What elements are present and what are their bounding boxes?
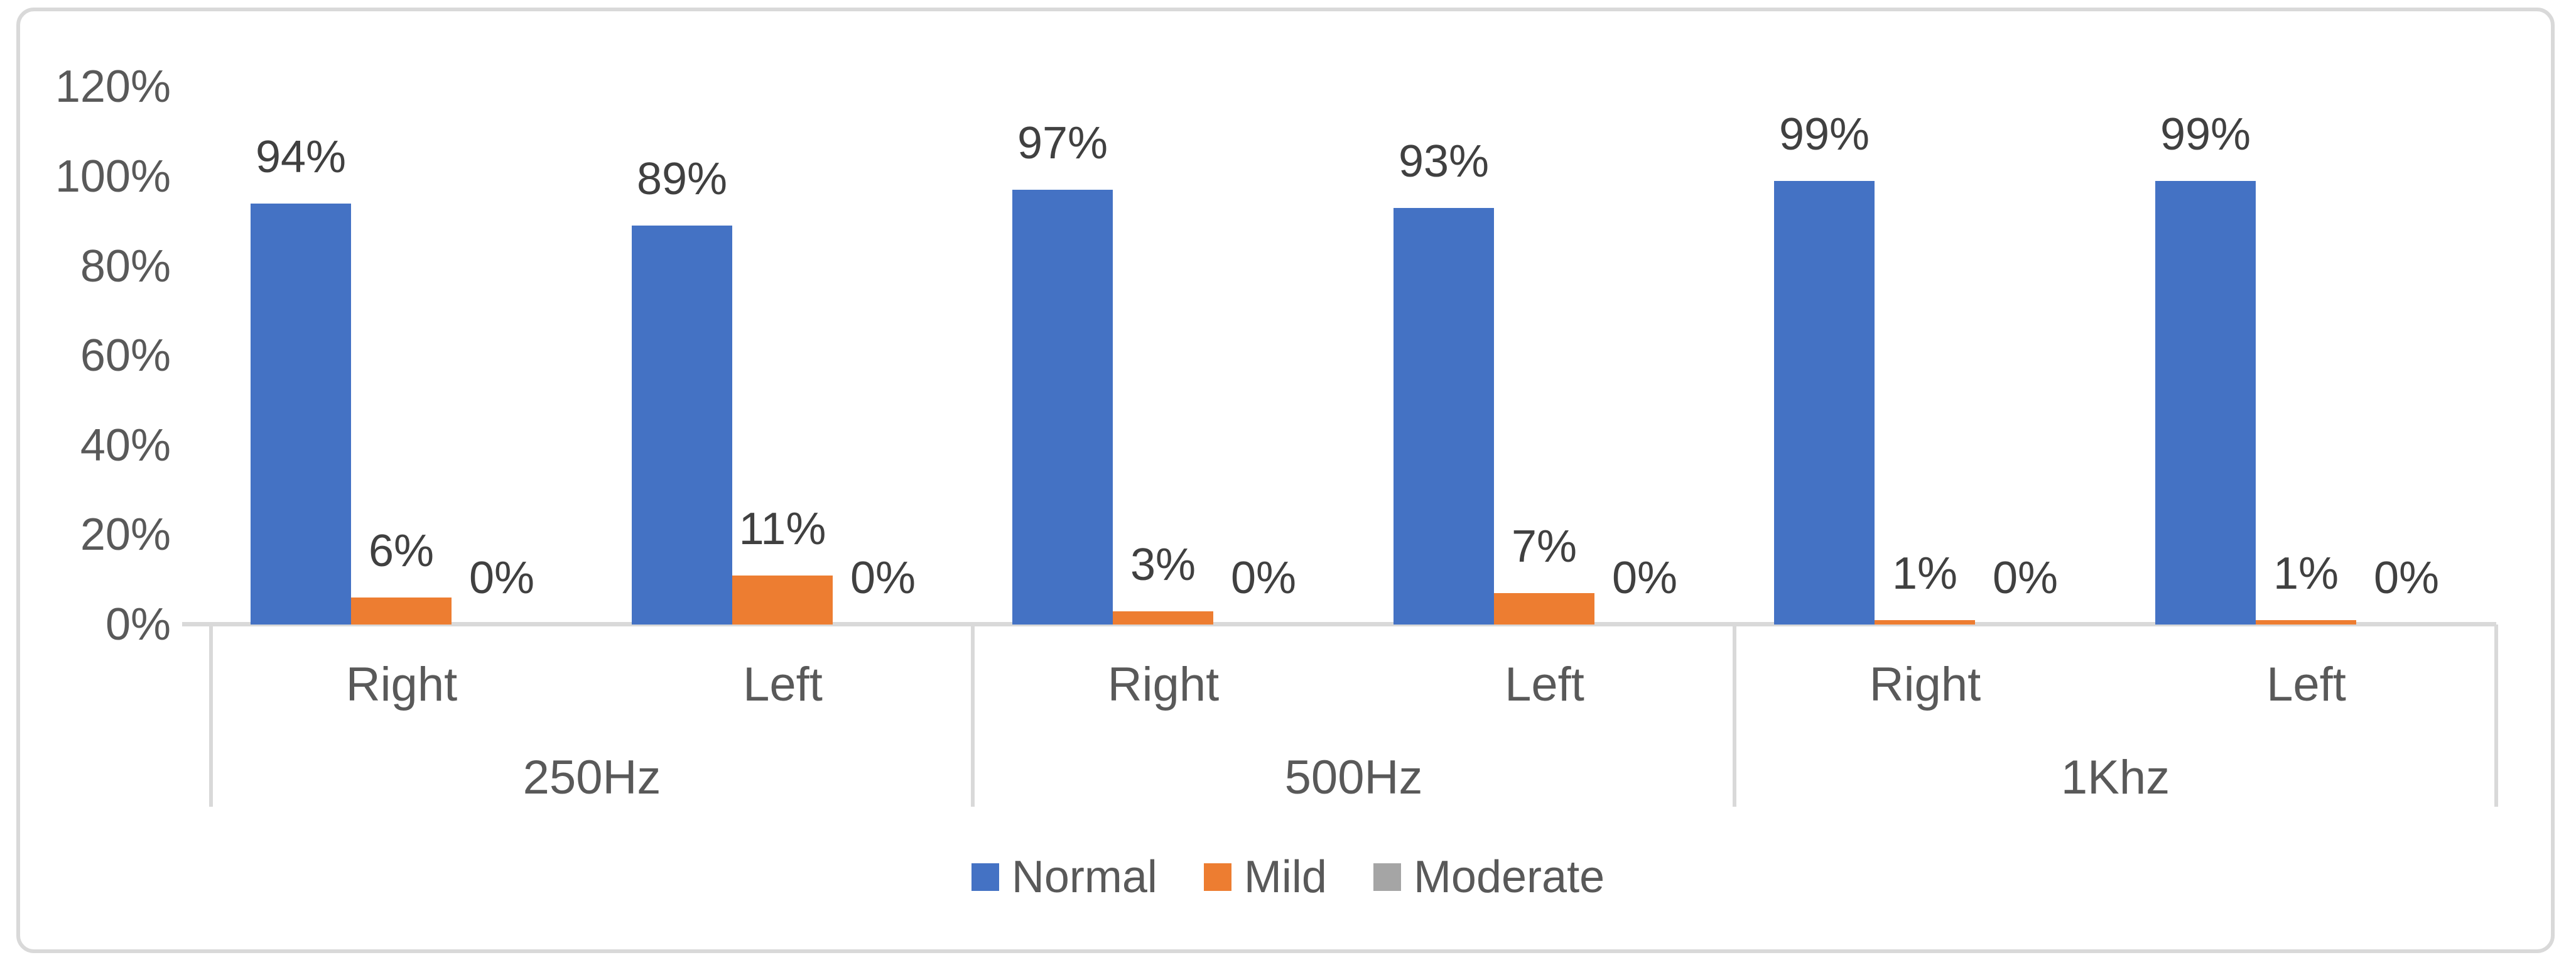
category-label-left: Left bbox=[743, 658, 823, 711]
category-divider-line bbox=[1733, 625, 1736, 807]
bar-mild bbox=[2256, 620, 2356, 625]
legend-item-normal: Normal bbox=[971, 849, 1157, 905]
category-label-right: Right bbox=[345, 658, 458, 711]
data-label-normal: 99% bbox=[1778, 109, 1870, 160]
y-axis-tick-label: 60% bbox=[80, 330, 171, 381]
bar-normal bbox=[1012, 190, 1113, 625]
data-label-moderate: 0% bbox=[850, 553, 916, 603]
legend-swatch-normal bbox=[971, 863, 999, 891]
group-label-500hz: 500Hz bbox=[1284, 751, 1423, 804]
legend-item-moderate: Moderate bbox=[1373, 849, 1605, 905]
data-label-mild: 1% bbox=[1891, 549, 1958, 599]
data-label-moderate: 0% bbox=[1611, 553, 1678, 603]
data-label-mild: 11% bbox=[739, 504, 826, 554]
category-label-right: Right bbox=[1107, 658, 1220, 711]
legend: Normal Mild Moderate bbox=[0, 848, 2576, 906]
y-axis-tick-label: 40% bbox=[80, 420, 171, 471]
legend-item-mild: Mild bbox=[1203, 849, 1327, 905]
bar-normal bbox=[632, 226, 732, 625]
y-axis-tick-label: 80% bbox=[80, 241, 171, 292]
data-label-moderate: 0% bbox=[468, 553, 535, 603]
bar-mild bbox=[1494, 593, 1594, 625]
legend-label-moderate: Moderate bbox=[1413, 852, 1605, 902]
bar-normal bbox=[1394, 208, 1494, 625]
bar-mild bbox=[732, 576, 833, 625]
group-label-250hz: 250Hz bbox=[522, 751, 661, 804]
bar-normal bbox=[1774, 181, 1875, 625]
chart-frame-border bbox=[16, 8, 2555, 953]
category-label-left: Left bbox=[1505, 658, 1584, 711]
x-axis-line bbox=[182, 622, 2496, 626]
group-label-1khz: 1Khz bbox=[2060, 751, 2170, 804]
legend-label-mild: Mild bbox=[1243, 852, 1327, 902]
bar-mild bbox=[1875, 620, 1975, 625]
data-label-mild: 3% bbox=[1130, 540, 1196, 590]
category-label-left: Left bbox=[2266, 658, 2346, 711]
category-divider-line bbox=[971, 625, 975, 807]
data-label-moderate: 0% bbox=[1992, 553, 2059, 603]
category-divider-line bbox=[209, 625, 213, 807]
data-label-mild: 7% bbox=[1511, 521, 1578, 572]
bar-mild bbox=[351, 598, 452, 625]
data-label-moderate: 0% bbox=[1230, 553, 1297, 603]
y-axis-tick-label: 100% bbox=[55, 151, 171, 202]
y-axis-tick-label: 20% bbox=[80, 510, 171, 560]
data-label-normal: 89% bbox=[636, 154, 728, 204]
y-axis-tick-label: 120% bbox=[55, 62, 171, 112]
bar-normal bbox=[2155, 181, 2256, 625]
bar-mild bbox=[1113, 611, 1213, 625]
legend-swatch-mild bbox=[1203, 863, 1231, 891]
data-label-normal: 99% bbox=[2160, 109, 2251, 160]
category-divider-line bbox=[2494, 625, 2498, 807]
legend-label-normal: Normal bbox=[1011, 852, 1157, 902]
data-label-mild: 1% bbox=[2273, 549, 2339, 599]
bar-normal bbox=[251, 204, 351, 625]
data-label-normal: 93% bbox=[1398, 136, 1490, 187]
category-label-right: Right bbox=[1869, 658, 1981, 711]
data-label-normal: 97% bbox=[1017, 118, 1108, 168]
data-label-moderate: 0% bbox=[2373, 553, 2440, 603]
legend-swatch-moderate bbox=[1373, 863, 1401, 891]
data-label-mild: 6% bbox=[368, 526, 435, 576]
y-axis-tick-label: 0% bbox=[105, 599, 171, 650]
data-label-normal: 94% bbox=[255, 132, 347, 182]
